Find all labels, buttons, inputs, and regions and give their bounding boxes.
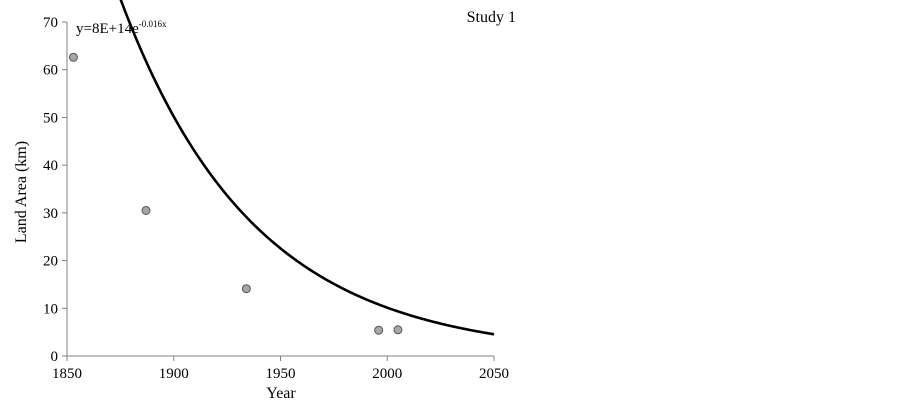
y-tick-label: 20 [43,254,58,270]
x-tick-label: 1900 [159,366,189,382]
trendline-equation: y=8E+14e-0.016x [76,19,167,37]
y-tick-label: 30 [43,206,58,222]
trendline [119,0,495,336]
y-tick-label: 50 [43,110,58,126]
data-point [68,52,78,62]
equation-base: y=8E+14e [76,21,139,37]
y-axis-ticks: 0 10 20 30 40 50 60 70 [43,15,67,365]
x-tick-label: 2000 [372,366,402,382]
x-tick-label: 1850 [52,366,82,382]
chart-title: Study 1 [467,9,516,26]
data-points [68,52,403,335]
x-axis-ticks: 1850 1900 1950 2000 2050 [52,356,509,382]
y-tick-label: 40 [43,158,58,174]
y-tick-label: 0 [51,349,59,365]
y-tick-label: 60 [43,63,58,79]
data-point [374,325,384,335]
data-point [393,325,403,335]
y-axis-label: Land Area (km) [13,141,30,243]
x-axis-label: Year [266,385,296,402]
x-tick-label: 1950 [266,366,296,382]
y-tick-label: 10 [43,301,58,317]
data-point [241,284,251,294]
equation-exponent: -0.016x [139,19,167,29]
y-tick-label: 70 [43,15,58,31]
x-tick-label: 2050 [479,366,509,382]
data-point [141,205,151,215]
